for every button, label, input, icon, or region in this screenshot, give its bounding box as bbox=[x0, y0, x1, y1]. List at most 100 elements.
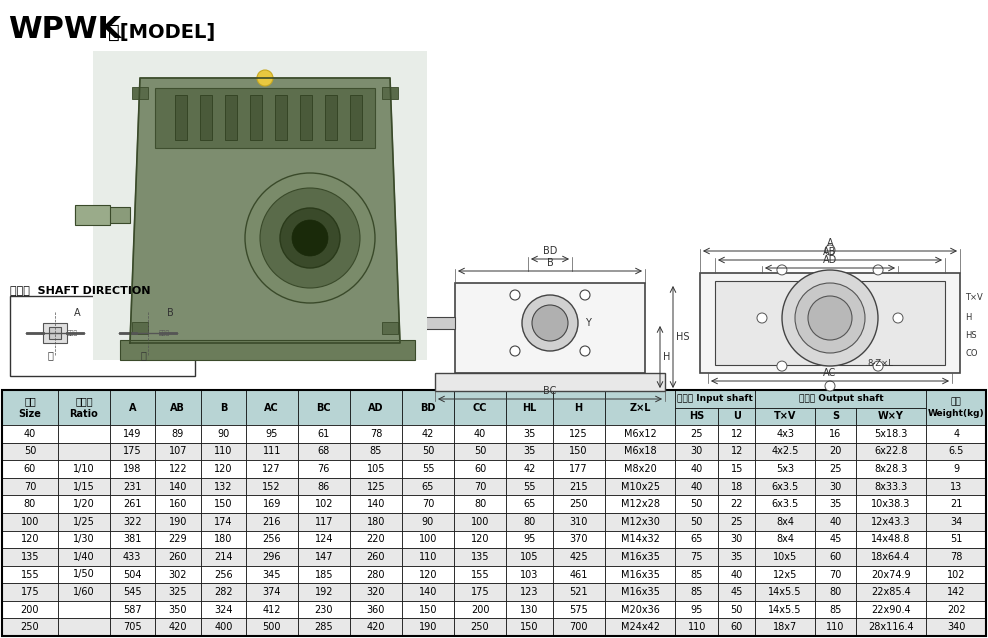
Text: 60: 60 bbox=[474, 464, 486, 474]
Bar bbox=[350, 583, 402, 601]
Text: HS: HS bbox=[689, 412, 704, 421]
Bar bbox=[815, 443, 856, 460]
Text: 76: 76 bbox=[317, 464, 330, 474]
Text: 320: 320 bbox=[367, 587, 385, 597]
Text: WPWK: WPWK bbox=[8, 15, 122, 45]
Text: M12x30: M12x30 bbox=[620, 517, 659, 527]
Bar bbox=[246, 531, 297, 548]
Text: 110: 110 bbox=[419, 552, 437, 562]
Text: 103: 103 bbox=[520, 570, 538, 579]
Bar bbox=[815, 496, 856, 513]
Text: 25: 25 bbox=[691, 429, 703, 439]
Bar bbox=[756, 390, 927, 408]
Text: AD: AD bbox=[369, 403, 383, 413]
Text: 65: 65 bbox=[422, 482, 434, 492]
Text: 18: 18 bbox=[730, 482, 743, 492]
Bar bbox=[927, 531, 986, 548]
Bar bbox=[454, 390, 506, 425]
Text: 8x4: 8x4 bbox=[777, 517, 794, 527]
Bar bbox=[154, 460, 201, 478]
Bar bbox=[201, 478, 246, 496]
Bar bbox=[350, 95, 362, 140]
Bar bbox=[718, 425, 756, 443]
Bar bbox=[350, 566, 402, 583]
Bar bbox=[676, 460, 718, 478]
Text: 132: 132 bbox=[214, 482, 232, 492]
Text: 15: 15 bbox=[730, 464, 743, 474]
Bar bbox=[454, 460, 506, 478]
Bar bbox=[552, 425, 605, 443]
Bar bbox=[297, 531, 350, 548]
Text: 输出轴 Output shaft: 输出轴 Output shaft bbox=[798, 394, 883, 403]
Bar bbox=[75, 205, 110, 225]
Text: 122: 122 bbox=[169, 464, 187, 474]
Text: AD: AD bbox=[823, 255, 837, 265]
Bar bbox=[718, 408, 756, 425]
Bar bbox=[110, 478, 154, 496]
Text: 120: 120 bbox=[419, 570, 438, 579]
Text: 370: 370 bbox=[569, 535, 588, 544]
Bar bbox=[2, 566, 58, 583]
Text: AC: AC bbox=[265, 403, 279, 413]
Text: 325: 325 bbox=[169, 587, 187, 597]
Text: 14x5.5: 14x5.5 bbox=[769, 587, 802, 597]
Text: 50: 50 bbox=[24, 447, 37, 457]
Text: 20x74.9: 20x74.9 bbox=[871, 570, 911, 579]
Bar bbox=[201, 601, 246, 618]
Bar bbox=[856, 548, 927, 566]
Text: 1/20: 1/20 bbox=[73, 499, 95, 509]
Bar bbox=[110, 583, 154, 601]
Bar bbox=[454, 425, 506, 443]
Bar bbox=[2, 478, 58, 496]
Text: 230: 230 bbox=[314, 605, 333, 614]
Bar bbox=[506, 425, 552, 443]
Text: 9: 9 bbox=[953, 464, 959, 474]
Circle shape bbox=[777, 265, 786, 275]
Text: 425: 425 bbox=[569, 552, 588, 562]
Bar bbox=[58, 478, 110, 496]
Bar bbox=[110, 566, 154, 583]
Text: Z×L: Z×L bbox=[629, 403, 651, 413]
Bar bbox=[58, 618, 110, 636]
Bar bbox=[246, 460, 297, 478]
Bar bbox=[454, 618, 506, 636]
Bar bbox=[58, 601, 110, 618]
Text: 90: 90 bbox=[217, 429, 229, 439]
Text: 117: 117 bbox=[314, 517, 333, 527]
Text: 轴指向  SHAFT DIRECTION: 轴指向 SHAFT DIRECTION bbox=[10, 285, 150, 295]
Text: 260: 260 bbox=[169, 552, 187, 562]
Bar bbox=[455, 283, 645, 373]
Text: 70: 70 bbox=[474, 482, 486, 492]
Bar bbox=[552, 548, 605, 566]
Bar bbox=[856, 443, 927, 460]
Circle shape bbox=[757, 313, 767, 323]
Text: 105: 105 bbox=[520, 552, 538, 562]
Bar bbox=[154, 618, 201, 636]
Bar bbox=[454, 531, 506, 548]
Bar bbox=[676, 390, 756, 408]
Bar bbox=[756, 443, 815, 460]
Text: 123: 123 bbox=[520, 587, 538, 597]
Text: 1/50: 1/50 bbox=[73, 570, 95, 579]
Text: 100: 100 bbox=[471, 517, 489, 527]
Text: HS: HS bbox=[965, 332, 976, 341]
Bar bbox=[718, 478, 756, 496]
Text: 18x7: 18x7 bbox=[773, 622, 797, 632]
Bar bbox=[676, 408, 718, 425]
Text: 50: 50 bbox=[730, 605, 743, 614]
Text: 504: 504 bbox=[123, 570, 141, 579]
Text: 150: 150 bbox=[520, 622, 538, 632]
Text: 35: 35 bbox=[730, 552, 743, 562]
Text: 5x18.3: 5x18.3 bbox=[874, 429, 908, 439]
Text: CC: CC bbox=[473, 403, 487, 413]
Text: 140: 140 bbox=[419, 587, 437, 597]
Bar bbox=[402, 496, 454, 513]
Text: BD: BD bbox=[420, 403, 436, 413]
Bar bbox=[815, 460, 856, 478]
Text: AB: AB bbox=[823, 247, 837, 257]
Bar bbox=[856, 618, 927, 636]
Bar bbox=[297, 583, 350, 601]
Text: 1/60: 1/60 bbox=[73, 587, 95, 597]
Bar bbox=[676, 513, 718, 531]
Text: BD: BD bbox=[542, 246, 557, 256]
